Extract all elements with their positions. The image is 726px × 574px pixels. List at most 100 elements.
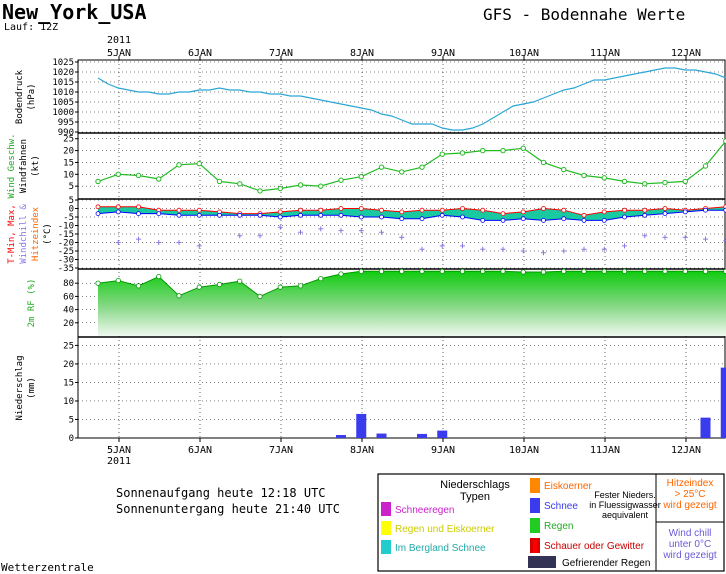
wind-point [95,178,101,185]
wind-point [318,183,324,189]
legend-item-label: Im Bergland Schnee [395,543,486,554]
rh-area [98,271,726,336]
legend-swatch [381,502,391,516]
y-axis-label: (°C) [43,223,53,245]
tmax-point [480,207,486,213]
year-top: 2011 [107,35,132,46]
tmin-point [541,217,546,223]
tmax-point [541,206,546,211]
wind-point [115,171,121,177]
tmax-point [318,207,324,213]
windchill-marker [561,248,567,254]
rh-point [419,268,425,274]
tmin-point [95,211,101,217]
legend-title: Niederschlags [440,479,510,491]
windchill-marker [480,246,486,252]
windchill-marker [622,243,627,249]
tmin-point [237,212,243,218]
tmin-point [581,217,587,223]
tmin-point [176,212,182,218]
rh-point [115,277,121,284]
y-tick-label: -35 [58,264,74,274]
rh-point [338,271,344,277]
tmax-point [520,209,526,215]
day-label-top: 6JAN [188,48,212,59]
y-axis-label: (hPa) [27,83,37,110]
rh-point [196,284,202,290]
windchill-marker [419,246,425,252]
tmax-point [662,206,668,211]
wind-point [520,145,526,151]
sunrise-text: Sonnenaufgang heute 12:18 UTC [116,486,326,500]
windchill-marker [642,233,648,239]
rh-point [702,268,709,274]
y-tick-label: 1000 [52,108,74,118]
windchill-marker [196,243,202,249]
y-tick-label: -10 [58,222,74,232]
tmin-point [277,214,283,220]
precip-bar [376,433,387,438]
wind-point [480,147,486,154]
windchill-marker [520,248,526,254]
wind-point [257,188,263,194]
day-label-top: 10JAN [509,48,539,59]
wind-point [682,178,688,185]
legend-windchill-note: Wind chill [669,528,712,539]
wind-point [439,151,445,157]
windchill-marker [338,228,344,234]
tmin-point [622,214,627,220]
windchill-marker [318,226,324,232]
wind-point [176,162,182,168]
y-tick-label: 1015 [52,78,74,88]
day-label-top: 7JAN [269,48,293,59]
y-axis-label: T-Min, Max, [7,204,17,264]
y-tick-label: 20 [63,360,74,370]
rh-point [216,281,223,288]
rh-point [561,268,567,274]
footer-brand: Wetterzentrale [1,561,94,574]
y-tick-label: 1020 [52,68,74,78]
y-tick-label: 40 [63,306,74,316]
wind-point [338,177,344,183]
rh-point [520,269,526,275]
legend-swatch [530,498,540,513]
legend-note: Fester Nieders. [594,490,656,500]
pressure-line [97,67,726,131]
windchill-marker [662,234,668,240]
windchill-marker [277,224,283,230]
y-tick-label: 10 [63,170,74,180]
tmax-point [196,207,202,213]
windchill-marker [298,229,303,235]
tmax-point [622,207,627,213]
tmin-point [257,212,263,218]
y-tick-label: 0 [69,205,74,215]
day-label-top: 8JAN [350,48,374,59]
windchill-marker [581,246,587,252]
precip-bar [336,435,346,438]
tmin-point [682,209,688,215]
y-tick-label: 990 [58,128,74,138]
rh-point [257,293,263,299]
y-tick-label: -5 [63,213,74,223]
wind-point [135,172,142,179]
wind-point [237,181,243,187]
tmin-point [439,212,445,218]
precip-bar [720,367,726,438]
windchill-marker [379,229,384,235]
wind-point [561,166,567,173]
tmin-point [601,217,607,223]
windchill-marker [399,234,405,240]
tmin-point [419,216,425,222]
y-tick-label: 1005 [52,98,74,108]
legend-note: aequivalent [602,510,649,520]
tmax-point [460,206,465,211]
y-tick-label: -30 [58,256,74,266]
tmin-point [642,212,648,218]
windchill-marker [176,240,182,245]
y-tick-label: 0 [69,434,74,444]
wind-point [196,160,202,167]
tmax-point [338,206,344,211]
legend-swatch [530,478,540,493]
wind-point [216,178,223,185]
